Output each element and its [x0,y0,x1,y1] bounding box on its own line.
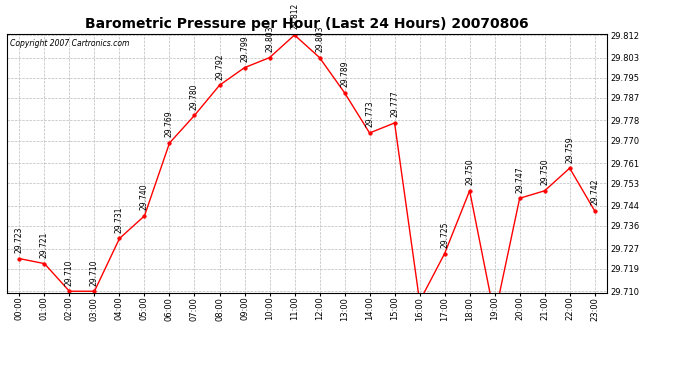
Text: 29.742: 29.742 [590,179,599,205]
Text: 29.780: 29.780 [190,83,199,110]
Text: 29.710: 29.710 [65,259,74,286]
Text: 29.700: 29.700 [0,374,1,375]
Text: 29.710: 29.710 [90,259,99,286]
Text: 29.723: 29.723 [15,226,24,253]
Text: 29.789: 29.789 [340,61,349,87]
Text: 29.740: 29.740 [140,184,149,210]
Text: 29.750: 29.750 [465,159,474,185]
Text: 29.750: 29.750 [540,159,549,185]
Text: 29.777: 29.777 [390,91,399,117]
Text: 29.759: 29.759 [565,136,574,163]
Text: 29.747: 29.747 [515,166,524,193]
Text: 29.803: 29.803 [265,26,274,52]
Text: 29.799: 29.799 [240,36,249,62]
Text: 29.792: 29.792 [215,53,224,80]
Text: 29.803: 29.803 [315,26,324,52]
Text: 29.731: 29.731 [115,206,124,233]
Text: 29.769: 29.769 [165,111,174,138]
Title: Barometric Pressure per Hour (Last 24 Hours) 20070806: Barometric Pressure per Hour (Last 24 Ho… [86,17,529,31]
Text: 29.812: 29.812 [290,3,299,30]
Text: 29.773: 29.773 [365,101,374,128]
Text: 29.721: 29.721 [40,232,49,258]
Text: 29.706: 29.706 [0,374,1,375]
Text: Copyright 2007 Cartronics.com: Copyright 2007 Cartronics.com [10,39,129,48]
Text: 29.725: 29.725 [440,222,449,248]
